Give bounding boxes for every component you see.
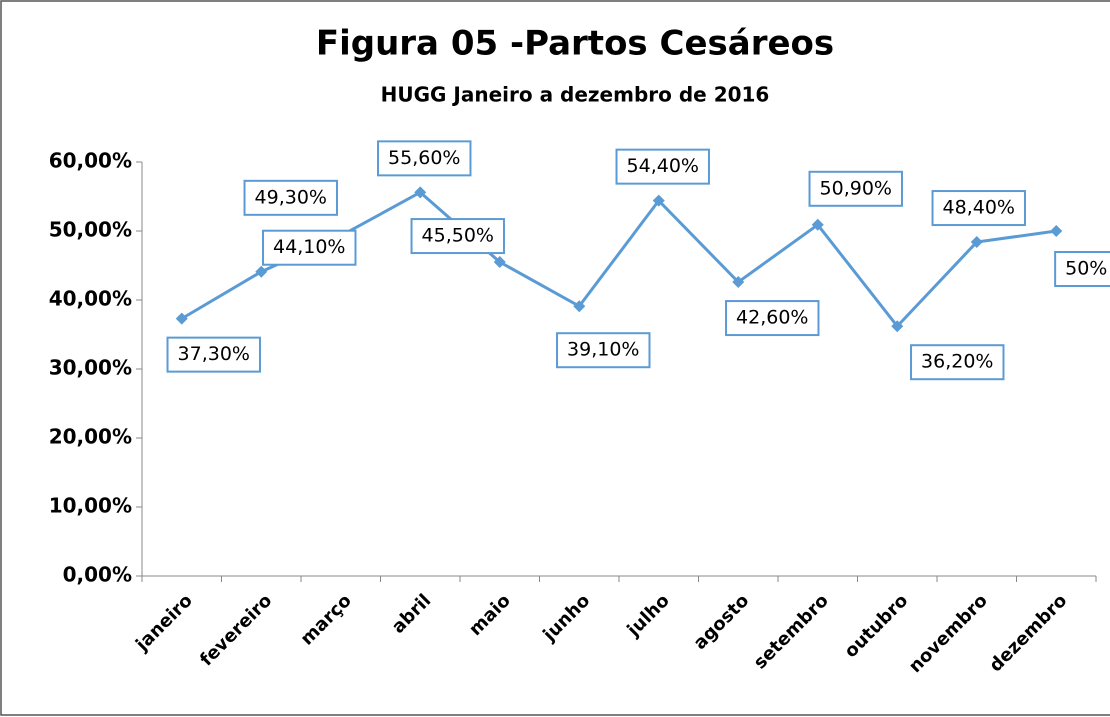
value-label: 49,30%: [243, 179, 338, 216]
chart-subtitle: HUGG Janeiro a dezembro de 2016: [381, 83, 770, 107]
y-tick-label: 10,00%: [49, 494, 132, 518]
value-label-text: 44,10%: [273, 236, 345, 258]
x-tick-label: dezembro: [985, 590, 1071, 676]
x-tick-label: julho: [623, 590, 674, 641]
y-tick-label: 30,00%: [49, 356, 132, 380]
data-point: [1050, 225, 1063, 237]
value-label: 45,50%: [410, 218, 505, 255]
data-point: [573, 300, 586, 313]
x-tick-label: novembro: [905, 590, 992, 677]
value-label-box: [556, 332, 651, 369]
value-label-text: 36,20%: [921, 351, 993, 373]
data-point: [255, 265, 268, 278]
value-label-box: [910, 344, 1005, 381]
data-point: [891, 320, 904, 333]
value-label-box: [1054, 251, 1110, 287]
value-label-text: 39,10%: [567, 339, 639, 361]
y-tick-label: 0,00%: [63, 563, 132, 587]
value-label-text: 50,90%: [820, 177, 892, 199]
x-tick-label: setembro: [750, 590, 833, 673]
data-point: [414, 186, 427, 199]
value-label-text: 54,40%: [627, 155, 699, 177]
data-point: [652, 194, 665, 207]
value-label: 44,10%: [262, 229, 357, 266]
value-label-box: [725, 300, 820, 337]
x-tick-label: abril: [388, 590, 436, 638]
data-point: [970, 236, 983, 249]
value-label: 50,90%: [808, 170, 903, 207]
chart-title: Figura 05 -Partos Cesáreos: [316, 24, 834, 64]
value-label: 48,40%: [931, 190, 1026, 227]
value-label-text: 42,60%: [736, 307, 808, 329]
value-label-box: [262, 229, 357, 266]
value-label-box: [931, 190, 1026, 227]
x-tick-label: março: [297, 590, 356, 649]
value-label: 39,10%: [556, 332, 651, 369]
y-tick-label: 50,00%: [49, 218, 132, 242]
value-label-box: [166, 336, 261, 373]
value-label-box: [377, 140, 472, 177]
x-tick-label: outubro: [840, 590, 912, 662]
value-label-text: 50%: [1065, 258, 1107, 280]
value-label: 42,60%: [725, 300, 820, 337]
y-tick-label: 40,00%: [49, 287, 132, 311]
value-label: 54,40%: [615, 148, 710, 185]
value-label-text: 55,60%: [388, 147, 460, 169]
value-label-box: [243, 179, 338, 216]
value-label: 50%: [1054, 251, 1110, 287]
value-label-text: 48,40%: [943, 197, 1015, 219]
data-point: [811, 218, 824, 231]
x-tick-label: fevereiro: [196, 590, 276, 670]
value-label-text: 45,50%: [422, 225, 494, 247]
y-tick-label: 60,00%: [49, 149, 132, 173]
x-tick-label: janeiro: [131, 590, 197, 656]
data-point: [493, 256, 506, 269]
value-label: 37,30%: [166, 336, 261, 373]
value-label-box: [615, 148, 710, 185]
value-label-box: [410, 218, 505, 255]
value-label-text: 49,30%: [255, 186, 327, 208]
data-point: [732, 276, 745, 289]
x-tick-label: junho: [538, 590, 594, 646]
x-tick-label: maio: [465, 590, 515, 640]
value-label-box: [808, 170, 903, 207]
value-label: 55,60%: [377, 140, 472, 177]
data-point: [175, 312, 188, 325]
value-label: 36,20%: [910, 344, 1005, 381]
y-tick-label: 20,00%: [49, 425, 132, 449]
x-tick-label: agosto: [690, 590, 754, 654]
value-label-text: 37,30%: [178, 343, 250, 365]
